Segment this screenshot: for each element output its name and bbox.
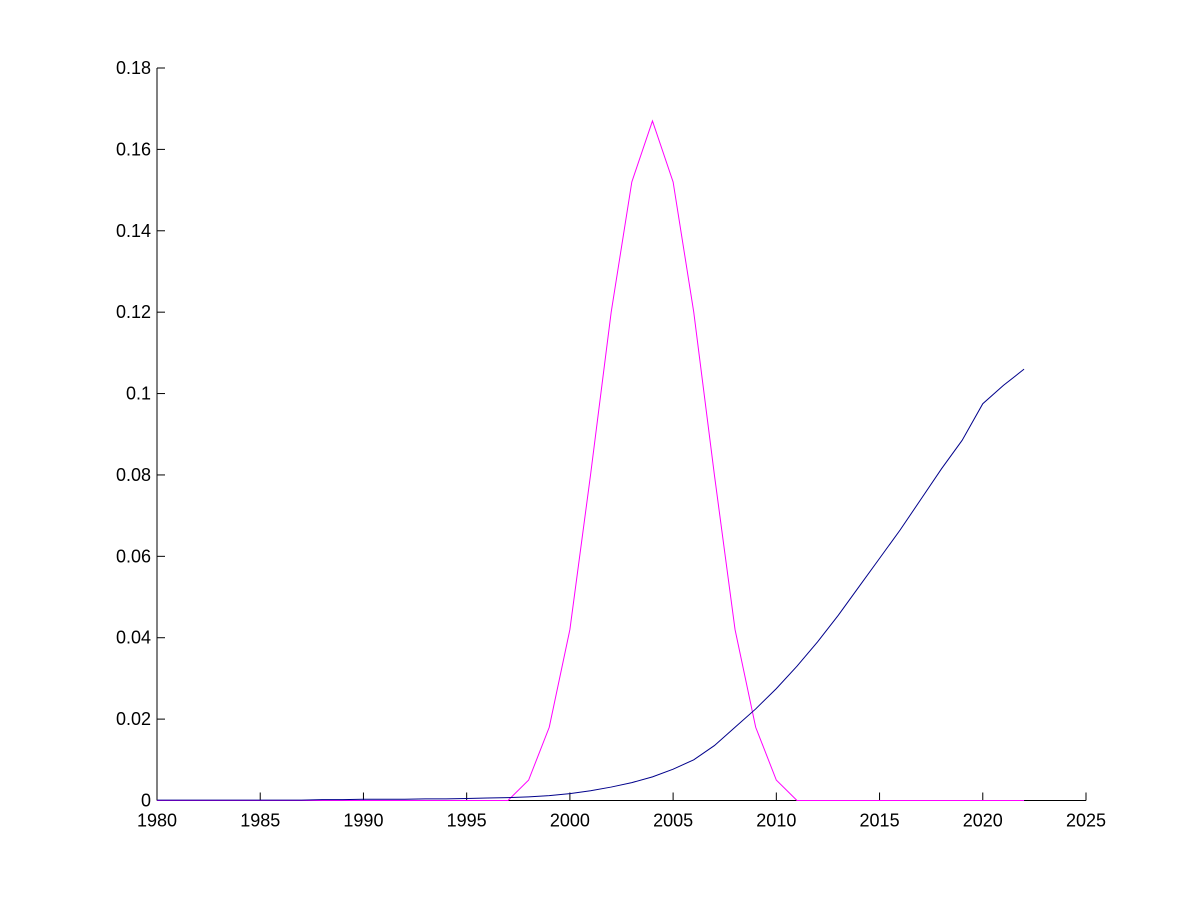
y-tick-label: 0.1 <box>126 384 151 404</box>
y-tick-label: 0.02 <box>116 709 151 729</box>
x-tick-label: 1980 <box>137 811 177 831</box>
x-tick-label: 2025 <box>1066 811 1106 831</box>
x-tick-label: 2000 <box>550 811 590 831</box>
x-tick-label: 2015 <box>860 811 900 831</box>
y-tick-label: 0.16 <box>116 139 151 159</box>
y-tick-label: 0.12 <box>116 302 151 322</box>
y-tick-label: 0 <box>141 791 151 811</box>
y-tick-label: 0.06 <box>116 546 151 566</box>
y-tick-label: 0.04 <box>116 628 151 648</box>
x-tick-label: 2005 <box>653 811 693 831</box>
x-tick-label: 1990 <box>343 811 383 831</box>
y-tick-label: 0.18 <box>116 58 151 78</box>
y-tick-label: 0.14 <box>116 221 151 241</box>
series-line <box>157 368 1025 801</box>
x-tick-label: 1985 <box>240 811 280 831</box>
x-tick-label: 1995 <box>447 811 487 831</box>
y-tick-label: 0.08 <box>116 465 151 485</box>
x-tick-label: 2010 <box>756 811 796 831</box>
x-tick-label: 2020 <box>963 811 1003 831</box>
